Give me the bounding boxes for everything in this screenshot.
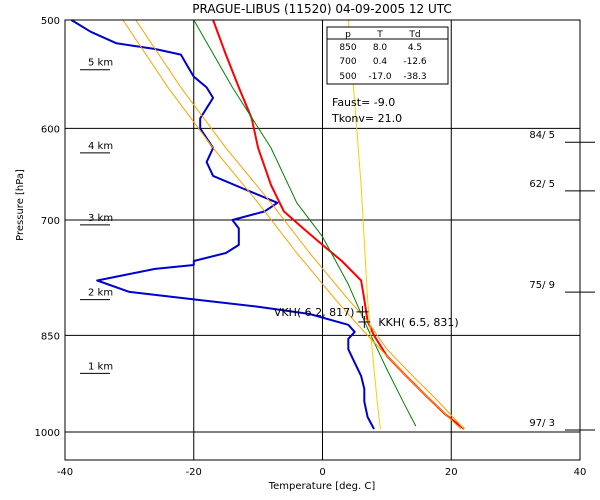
axis-ticks: -40 -20 0 20 40 500 600 700 850 1000: [35, 16, 587, 478]
info-table: p T Td 850 8.0 4.5 700 0.4 -12.6 500 -17…: [326, 26, 449, 85]
info-header-td: Td: [408, 30, 420, 40]
y-tick-label: 600: [41, 124, 60, 135]
info-cell: 500: [339, 72, 356, 82]
x-tick-label: 40: [574, 467, 587, 478]
level-markers: VKH( 6.2, 817) KKH( 6.5, 831): [274, 305, 459, 329]
info-cell: 0.4: [373, 57, 388, 67]
info-cell: -12.6: [403, 57, 427, 67]
series-line: [122, 19, 462, 430]
info-cell: -38.3: [403, 72, 426, 82]
wind-label: 75/ 9: [529, 280, 555, 291]
faust-index: Faust= -9.0: [332, 96, 395, 109]
series-line: [70, 19, 375, 430]
series-line: [193, 19, 417, 427]
marker-label: KKH( 6.5, 831): [378, 316, 458, 329]
info-table-box: [326, 26, 449, 85]
x-tick-label: 20: [445, 467, 458, 478]
info-cell: 4.5: [408, 43, 422, 53]
tkonv-index: Tkonv= 21.0: [331, 112, 402, 125]
wind-labels: 84/ 5 62/ 5 75/ 9 97/ 3: [529, 130, 595, 431]
info-cell: 700: [339, 57, 356, 67]
series-line: [347, 19, 381, 430]
wind-label: 97/ 3: [529, 418, 555, 429]
y-tick-label: 500: [41, 16, 60, 27]
series-line: [135, 19, 465, 430]
x-tick-label: 0: [319, 467, 325, 478]
altitude-label: 1 km: [88, 361, 113, 372]
x-tick-label: -20: [186, 467, 202, 478]
chart-title: PRAGUE-LIBUS (11520) 04-09-2005 12 UTC: [192, 2, 452, 16]
series-group: [70, 19, 465, 430]
y-tick-label: 1000: [35, 428, 60, 439]
x-axis-label: Temperature [deg. C]: [268, 481, 376, 492]
info-header-t: T: [376, 30, 383, 40]
altitude-label: 3 km: [88, 213, 113, 224]
x-tick-label: -40: [57, 467, 73, 478]
wind-label: 62/ 5: [529, 179, 555, 190]
info-header-p: p: [345, 30, 351, 40]
wind-label: 84/ 5: [529, 130, 555, 141]
info-cell: 850: [339, 43, 356, 53]
y-tick-label: 700: [41, 216, 60, 227]
y-tick-label: 850: [41, 331, 60, 342]
info-cell: 8.0: [373, 43, 388, 53]
altitude-label: 5 km: [88, 58, 113, 69]
info-cell: -17.0: [368, 72, 392, 82]
y-axis-label: Pressure [hPa]: [15, 169, 26, 241]
altitude-label: 2 km: [88, 288, 113, 299]
grid-lines: [65, 20, 580, 460]
marker-label: VKH( 6.2, 817): [274, 306, 355, 319]
plot-frame: [64, 19, 581, 461]
altitude-labels: 5 km 4 km 3 km 2 km 1 km: [80, 58, 113, 374]
altitude-label: 4 km: [88, 141, 113, 152]
